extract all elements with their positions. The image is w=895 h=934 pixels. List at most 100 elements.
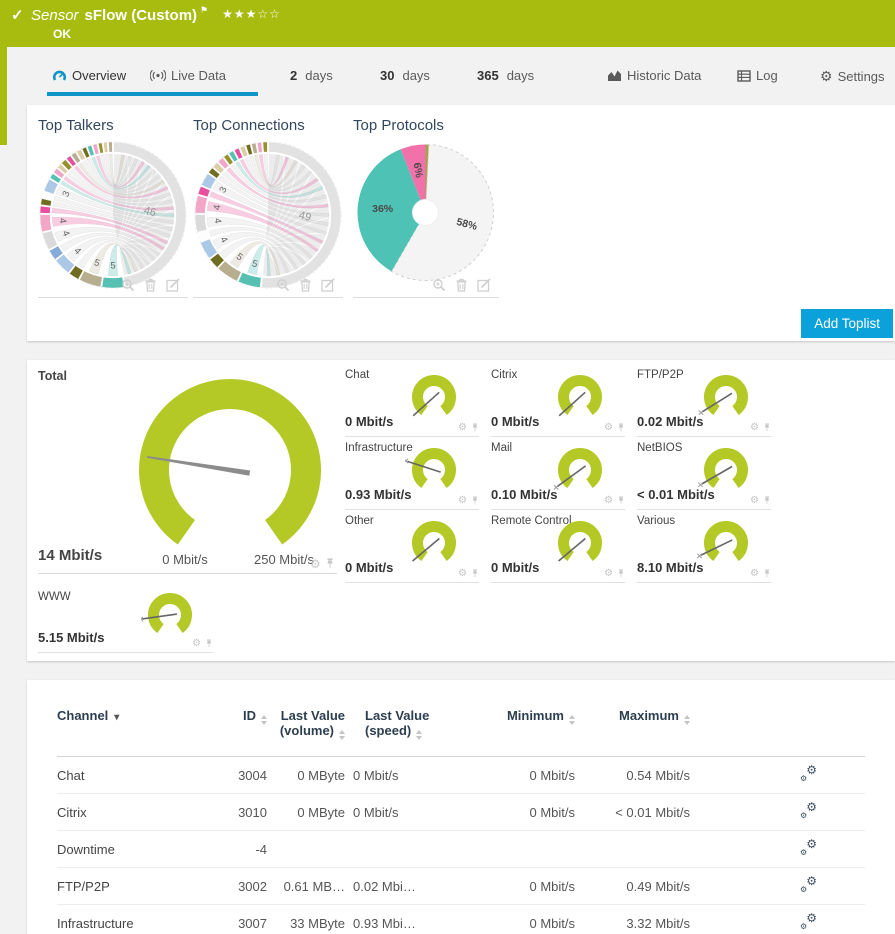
svg-text:4: 4 — [59, 229, 71, 238]
inspect-icon[interactable] — [432, 278, 446, 292]
cell-minimum: 0 Mbit/s — [529, 804, 575, 820]
channel-value: 0 Mbit/s — [491, 414, 540, 429]
header-minimum[interactable]: Minimum — [440, 704, 575, 757]
header-maximum[interactable]: Maximum — [575, 704, 690, 757]
svg-text:49: 49 — [298, 209, 313, 224]
top-protocols-chart[interactable]: 58% 36% 6% — [353, 140, 503, 290]
pin-icon[interactable] — [325, 557, 335, 570]
pin-icon[interactable] — [763, 568, 771, 579]
pin-icon[interactable] — [471, 495, 479, 506]
priority-flag-icon[interactable]: ⚑ — [200, 5, 209, 15]
table-header-row: Channel ▾ ID Last Value (volume) Last Val… — [57, 704, 865, 757]
edit-icon[interactable] — [477, 278, 491, 292]
sort-icon — [569, 715, 575, 725]
chevron-down-icon: ▾ — [114, 712, 120, 723]
header-last-value-volume[interactable]: Last Value (volume) — [279, 708, 345, 740]
table-row: Chat 3004 0 MByte 0 Mbit/s 0 Mbit/s 0.54… — [57, 757, 865, 794]
cell-last-volume: 0 MByte — [297, 804, 345, 820]
tab-settings[interactable]: ⚙ Settings — [820, 68, 885, 84]
tab-live-data[interactable]: Live Data — [150, 68, 226, 83]
top-talkers-chart[interactable]: 5 5 4 4 4 3 46 — [38, 140, 188, 290]
gear-icon[interactable]: ⚙ — [604, 494, 613, 506]
gear-icon[interactable]: ⚙ — [458, 494, 467, 506]
channel-value: 5.15 Mbit/s — [38, 630, 105, 645]
priority-stars[interactable]: ★★★☆☆ — [222, 7, 281, 21]
gear-icon[interactable]: ⚙ — [458, 421, 467, 433]
sensor-title-line: Sensor sFlow (Custom) ⚑ ★★★☆☆ — [31, 5, 281, 24]
status-badge: OK — [53, 27, 71, 41]
gauge-cell-infrastructure: Infrastructure 0.93 Mbit/s ⚙ — [345, 437, 491, 510]
status-check-icon: ✓ — [11, 7, 24, 24]
gear-icon[interactable]: ⚙ — [750, 421, 759, 433]
tab-overview[interactable]: Overview — [52, 68, 126, 83]
pin-icon[interactable] — [617, 422, 625, 433]
channel-settings-icon[interactable]: ⚙ ⚙ — [800, 911, 817, 931]
gear-icon[interactable]: ⚙ — [750, 494, 759, 506]
header-id[interactable]: ID — [232, 704, 267, 757]
gauge-actions: ⚙ — [604, 422, 625, 433]
pin-icon[interactable] — [617, 495, 625, 506]
channel-gauge — [403, 445, 463, 497]
gauge-actions: ⚙ — [192, 638, 213, 649]
gear-icon[interactable]: ⚙ — [604, 567, 613, 579]
toplist-toolbar — [193, 278, 343, 298]
toplist-title: Top Connections — [193, 117, 305, 134]
channel-settings-icon[interactable]: ⚙ ⚙ — [800, 837, 817, 857]
gauge-cell-various: Various 8.10 Mbit/s ⚙ — [637, 510, 783, 583]
channel-gauge — [697, 445, 755, 497]
pin-icon[interactable] — [471, 568, 479, 579]
tab-historic-data[interactable]: Historic Data — [607, 68, 701, 83]
delete-icon[interactable] — [144, 278, 157, 292]
cell-last-speed: 0.02 Mbi… — [353, 878, 416, 894]
channel-name: Chat — [345, 369, 370, 381]
pin-icon[interactable] — [471, 422, 479, 433]
page-title: sFlow (Custom) — [84, 7, 198, 24]
gear-icon[interactable]: ⚙ — [604, 421, 613, 433]
gauge-cell-netbios: NetBIOS < 0.01 Mbit/s ⚙ — [637, 437, 783, 510]
gear-icon: ⚙ — [820, 68, 833, 84]
svg-text:3: 3 — [60, 189, 72, 198]
sensor-header: ✓ Sensor sFlow (Custom) ⚑ ★★★☆☆ OK — [0, 0, 895, 47]
tab-log[interactable]: Log — [737, 68, 778, 83]
pin-icon[interactable] — [763, 495, 771, 506]
tab-bar: Overview Live Data 2 days 30 days 365 da… — [0, 60, 895, 100]
pin-icon[interactable] — [205, 638, 213, 649]
left-edge-accent — [0, 47, 7, 145]
cell-id: 3002 — [238, 878, 267, 894]
svg-text:4: 4 — [71, 246, 82, 258]
svg-text:4: 4 — [57, 218, 69, 225]
channel-settings-icon[interactable]: ⚙ ⚙ — [800, 800, 817, 820]
channel-value: 0 Mbit/s — [345, 414, 394, 429]
cell-last-speed: 0.93 Mbi… — [353, 915, 416, 931]
gear-icon[interactable]: ⚙ — [750, 567, 759, 579]
channel-settings-icon[interactable]: ⚙ ⚙ — [800, 874, 817, 894]
inspect-icon[interactable] — [121, 278, 135, 292]
header-last-value-speed[interactable]: Last Value (speed) — [365, 708, 430, 740]
delete-icon[interactable] — [455, 278, 468, 292]
inspect-icon[interactable] — [276, 278, 290, 292]
edit-icon[interactable] — [321, 278, 335, 292]
cell-last-volume: 0.61 MB… — [283, 878, 345, 894]
pin-icon[interactable] — [617, 568, 625, 579]
gear-icon[interactable]: ⚙ — [458, 567, 467, 579]
add-toplist-button[interactable]: Add Toplist — [801, 309, 893, 338]
top-connections-chart[interactable]: 5 5 4 4 4 3 49 — [193, 140, 343, 290]
channel-settings-icon[interactable]: ⚙ ⚙ — [800, 763, 817, 783]
gear-icon[interactable]: ⚙ — [310, 556, 321, 571]
svg-text:5: 5 — [251, 258, 259, 270]
cell-last-volume: 33 MByte — [290, 915, 345, 931]
tab-2-days[interactable]: 2 days — [290, 68, 333, 83]
sort-icon — [416, 730, 423, 740]
gear-icon[interactable]: ⚙ — [192, 637, 201, 649]
gauge-actions: ⚙ — [310, 557, 335, 570]
tab-30-days[interactable]: 30 days — [380, 68, 430, 83]
table-row: Infrastructure 3007 33 MByte 0.93 Mbi… 0… — [57, 905, 865, 934]
pin-icon[interactable] — [763, 422, 771, 433]
edit-icon[interactable] — [166, 278, 180, 292]
cell-last-speed — [345, 831, 440, 868]
tab-365-days[interactable]: 365 days — [477, 68, 535, 83]
gauge-actions: ⚙ — [750, 568, 771, 579]
total-gauge-value: 14 Mbit/s — [38, 547, 103, 564]
delete-icon[interactable] — [299, 278, 312, 292]
header-channel[interactable]: Channel ▾ — [57, 708, 120, 723]
